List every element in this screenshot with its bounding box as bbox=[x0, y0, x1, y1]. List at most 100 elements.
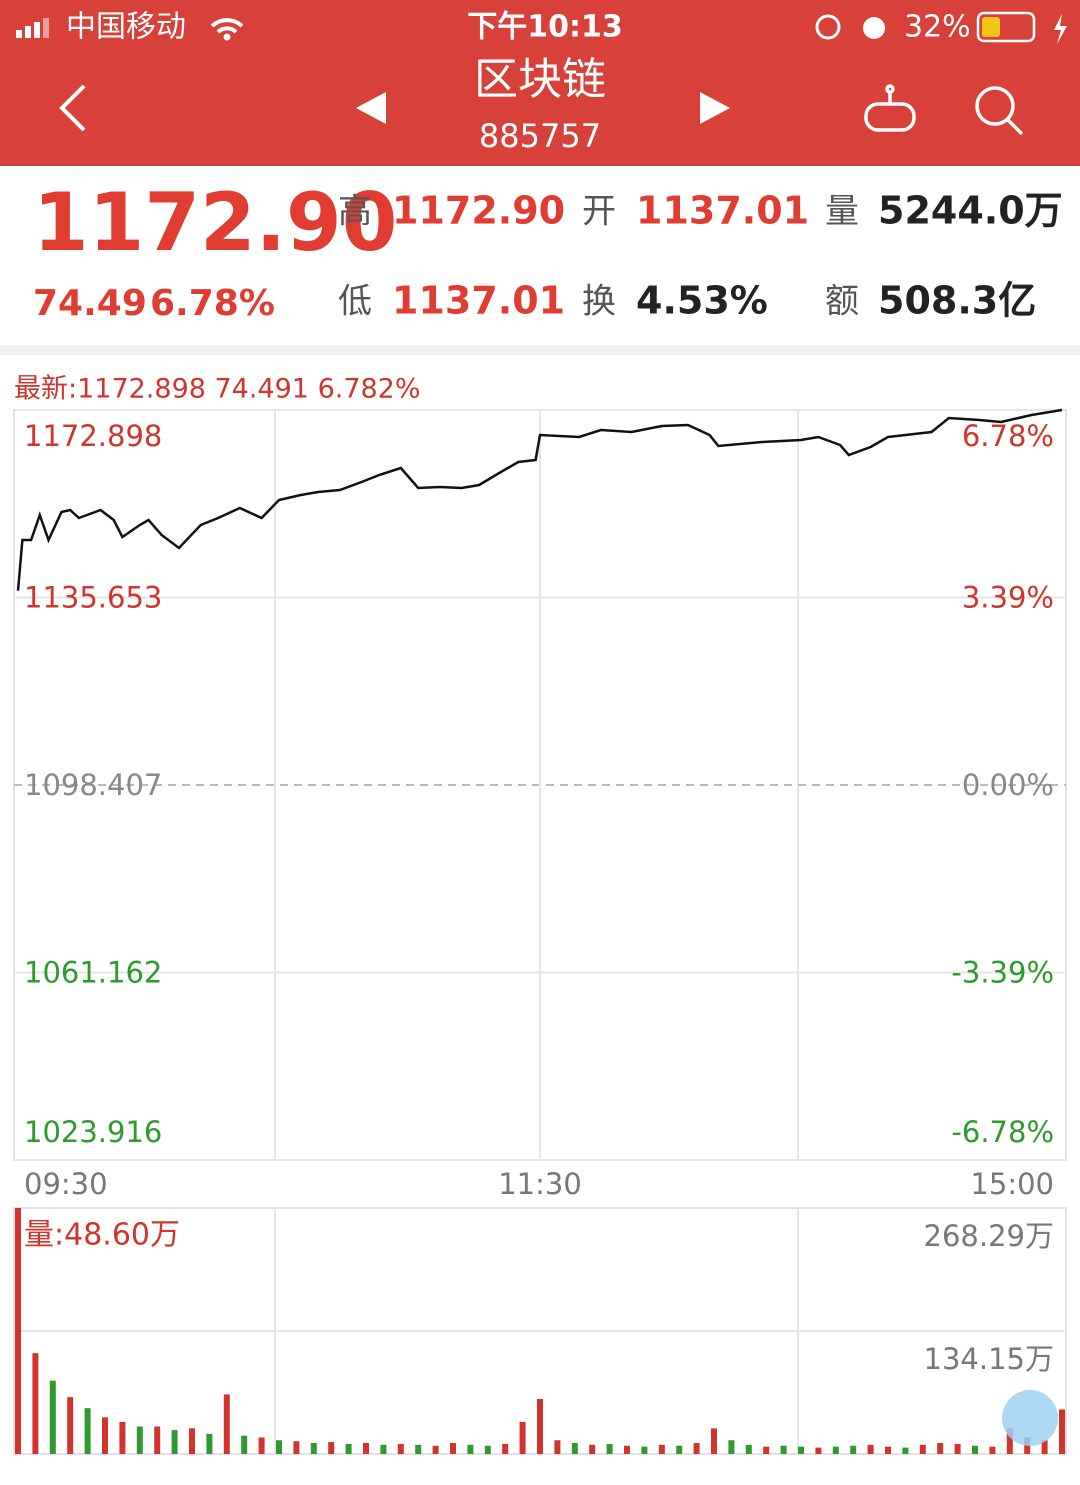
field-value: 1137.01 bbox=[392, 279, 565, 323]
battery-pct: 32% bbox=[904, 10, 971, 45]
field-value: 508.3亿 bbox=[878, 279, 1036, 323]
volume-bar bbox=[867, 1444, 874, 1454]
volume-bar bbox=[171, 1430, 178, 1454]
price-change-pct: 6.78% bbox=[150, 283, 275, 324]
price-chart-title: 最新:1172.898 74.491 6.782% bbox=[14, 374, 421, 405]
volume-bar bbox=[919, 1444, 926, 1454]
prev-button[interactable] bbox=[356, 92, 386, 124]
y-tick-label: 1135.653 bbox=[24, 580, 162, 614]
x-tick-label: 11:30 bbox=[498, 1167, 582, 1201]
volume-bar bbox=[328, 1442, 335, 1454]
y-tick-label: 1061.162 bbox=[24, 955, 162, 989]
volume-bar bbox=[276, 1440, 282, 1454]
volume-bar bbox=[954, 1443, 961, 1454]
charging-icon bbox=[1054, 14, 1067, 44]
field-value: 1172.90 bbox=[392, 189, 565, 233]
wifi-dot bbox=[223, 33, 231, 41]
volume-bar bbox=[1059, 1409, 1065, 1454]
volume-bar bbox=[502, 1443, 509, 1454]
last-price: 1172.90 bbox=[33, 176, 397, 269]
volume-bar bbox=[711, 1428, 717, 1454]
volume-bar bbox=[624, 1445, 630, 1454]
volume-bar bbox=[258, 1437, 265, 1454]
volume-bar bbox=[206, 1433, 213, 1454]
volume-bar bbox=[154, 1426, 161, 1454]
volume-bar bbox=[850, 1445, 857, 1454]
volume-bar bbox=[67, 1397, 74, 1454]
volume-bar bbox=[606, 1443, 613, 1454]
volume-bar bbox=[136, 1426, 143, 1454]
field-label: 低 bbox=[338, 282, 372, 322]
y-tick-label: 268.29万 bbox=[924, 1219, 1054, 1253]
volume-bar bbox=[484, 1445, 491, 1454]
field-label: 高 bbox=[338, 192, 372, 232]
volume-bar bbox=[537, 1398, 543, 1454]
battery-level bbox=[982, 17, 1000, 37]
field-label: 量 bbox=[825, 192, 859, 232]
volume-bar bbox=[589, 1444, 596, 1454]
alarm-icon bbox=[863, 17, 885, 39]
field-value: 4.53% bbox=[636, 279, 768, 323]
x-tick-label: 09:30 bbox=[24, 1167, 108, 1201]
price-change: 74.49 bbox=[33, 283, 147, 324]
volume-bar bbox=[380, 1444, 387, 1454]
quarter-grid bbox=[274, 410, 799, 1454]
battery-frame bbox=[976, 11, 1036, 43]
page-title: 区块链 bbox=[474, 54, 606, 105]
expand-button[interactable] bbox=[1002, 1390, 1058, 1446]
y-tick-label: 1023.916 bbox=[24, 1115, 162, 1149]
robot-button[interactable] bbox=[864, 84, 916, 132]
volume-bar bbox=[1006, 1428, 1013, 1454]
y2-tick-label: 0.00% bbox=[962, 768, 1054, 802]
volume-bar bbox=[241, 1435, 248, 1454]
volume-bar bbox=[902, 1447, 909, 1454]
header-bg bbox=[0, 0, 1080, 166]
volume-bar bbox=[571, 1442, 578, 1454]
volume-bar bbox=[293, 1441, 300, 1454]
y2-tick-label: -6.78% bbox=[951, 1115, 1054, 1149]
price-line bbox=[16, 408, 1063, 591]
carrier: 中国移动 bbox=[66, 10, 186, 45]
volume-bar bbox=[780, 1445, 787, 1454]
volume-bar bbox=[223, 1394, 230, 1454]
y2-tick-label: 6.78% bbox=[962, 419, 1054, 453]
volume-bar bbox=[363, 1442, 369, 1454]
volume-bar bbox=[832, 1446, 839, 1454]
volume-bar bbox=[49, 1380, 56, 1454]
field-label: 换 bbox=[582, 282, 616, 322]
volume-bar bbox=[1041, 1440, 1048, 1454]
volume-bar bbox=[745, 1444, 752, 1454]
volume-bar bbox=[102, 1417, 108, 1454]
next-button[interactable] bbox=[700, 92, 730, 124]
volume-bar bbox=[415, 1444, 422, 1454]
volume-bar bbox=[32, 1353, 39, 1454]
volume-bar bbox=[519, 1421, 526, 1454]
volume-bar bbox=[815, 1447, 822, 1454]
y2-tick-label: 3.39% bbox=[962, 581, 1054, 615]
separator bbox=[0, 345, 1080, 355]
wifi-icon bbox=[210, 18, 244, 34]
volume-bar bbox=[84, 1408, 91, 1454]
volume-bar bbox=[798, 1446, 804, 1454]
volume-bar bbox=[15, 1208, 21, 1454]
y-tick-label: 1098.407 bbox=[24, 768, 162, 802]
volume-bar bbox=[728, 1440, 735, 1454]
x-tick-label: 15:00 bbox=[970, 1167, 1054, 1201]
volume-bar bbox=[641, 1446, 648, 1454]
volume-bar bbox=[693, 1442, 700, 1454]
y-tick-label: 1172.898 bbox=[24, 419, 162, 453]
volume-bar bbox=[119, 1421, 126, 1454]
volume-bar bbox=[676, 1445, 683, 1454]
lock-icon bbox=[815, 14, 841, 40]
volume-bar bbox=[467, 1444, 474, 1454]
clock: 下午10:13 bbox=[467, 10, 623, 45]
volume-bar bbox=[189, 1428, 195, 1454]
volume-bar bbox=[763, 1446, 770, 1454]
search-button[interactable] bbox=[975, 86, 1024, 136]
back-button[interactable] bbox=[59, 84, 86, 132]
volume-bar bbox=[397, 1443, 404, 1454]
y-tick-label: 134.15万 bbox=[924, 1342, 1054, 1376]
field-label: 额 bbox=[825, 282, 859, 322]
